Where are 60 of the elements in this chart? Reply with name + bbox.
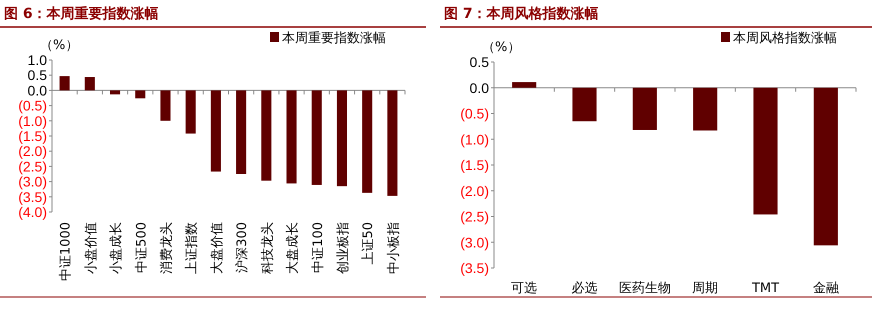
x-tick-label: 小盘价值 — [84, 222, 99, 274]
y-tick-label: 1.0 — [28, 52, 48, 68]
bar — [160, 90, 171, 121]
x-tick-label: 中证100 — [310, 222, 326, 273]
y-tick-label: 0.5 — [470, 54, 490, 70]
y-tick-label: (0.5) — [18, 98, 47, 114]
x-tick-label: 科技龙头 — [260, 222, 276, 274]
x-tick-label: 大盘价值 — [210, 222, 225, 274]
y-tick-label: (0.5) — [460, 106, 489, 122]
bar — [135, 90, 146, 98]
y-axis-title: （%） — [482, 40, 520, 55]
x-tick-label: 可选 — [511, 281, 538, 296]
x-tick-label: 中小板指 — [386, 222, 402, 274]
x-tick-label: 周期 — [692, 281, 718, 296]
bar — [236, 90, 246, 174]
x-tick-label: 中证500 — [134, 222, 150, 273]
x-tick-label: 大盘成长 — [286, 222, 301, 274]
legend-label: 本周风格指数涨幅 — [733, 31, 837, 46]
x-tick-label: TMT — [750, 281, 780, 296]
x-tick-label: 必选 — [572, 281, 598, 296]
y-tick-label: (3.5) — [460, 260, 489, 276]
y-axis-title: （%） — [40, 38, 78, 53]
bar — [186, 90, 196, 134]
y-tick-label: 0.5 — [28, 67, 48, 84]
y-tick-label: (3.0) — [18, 174, 47, 190]
chart-title: 图 7：本周风格指数涨幅 — [444, 6, 599, 22]
x-tick-label: 医药生物 — [618, 281, 671, 296]
bar — [60, 76, 70, 90]
x-tick-label: 沪深300 — [234, 222, 250, 273]
bar — [110, 90, 120, 94]
x-tick-label: 上证50 — [361, 222, 376, 265]
bar — [336, 90, 348, 186]
legend-label: 本周重要指数涨幅 — [282, 31, 386, 46]
x-tick-label: 消费龙头 — [159, 222, 174, 274]
y-tick-label: (3.0) — [460, 234, 489, 250]
y-tick-label: (2.5) — [18, 158, 47, 174]
y-tick-label: (1.0) — [18, 112, 47, 129]
bar — [286, 90, 297, 184]
x-tick-label: 小盘成长 — [109, 222, 124, 274]
y-tick-label: (4.0) — [18, 204, 47, 220]
y-tick-label: (1.5) — [18, 128, 47, 144]
y-tick-label: (2.0) — [18, 143, 47, 160]
x-tick-label: 创业板指 — [336, 222, 351, 274]
y-tick-label: 0.0 — [28, 82, 48, 98]
x-tick-label: 中证1000 — [58, 222, 74, 282]
y-tick-label: 0.0 — [470, 80, 490, 96]
bar — [210, 90, 221, 172]
y-tick-label: (2.5) — [460, 208, 489, 224]
y-tick-label: (2.0) — [460, 182, 489, 199]
y-tick-label: (3.5) — [18, 188, 47, 205]
bar — [362, 90, 372, 193]
bar — [312, 90, 322, 185]
x-tick-label: 上证指数 — [184, 222, 200, 274]
y-tick-label: (1.0) — [460, 131, 489, 148]
y-tick-label: (1.5) — [460, 157, 489, 173]
chart-title: 图 6：本周重要指数涨幅 — [4, 6, 159, 22]
bar — [387, 90, 398, 196]
bar — [84, 77, 95, 90]
bar — [261, 90, 272, 181]
x-tick-label: 金融 — [812, 281, 839, 296]
